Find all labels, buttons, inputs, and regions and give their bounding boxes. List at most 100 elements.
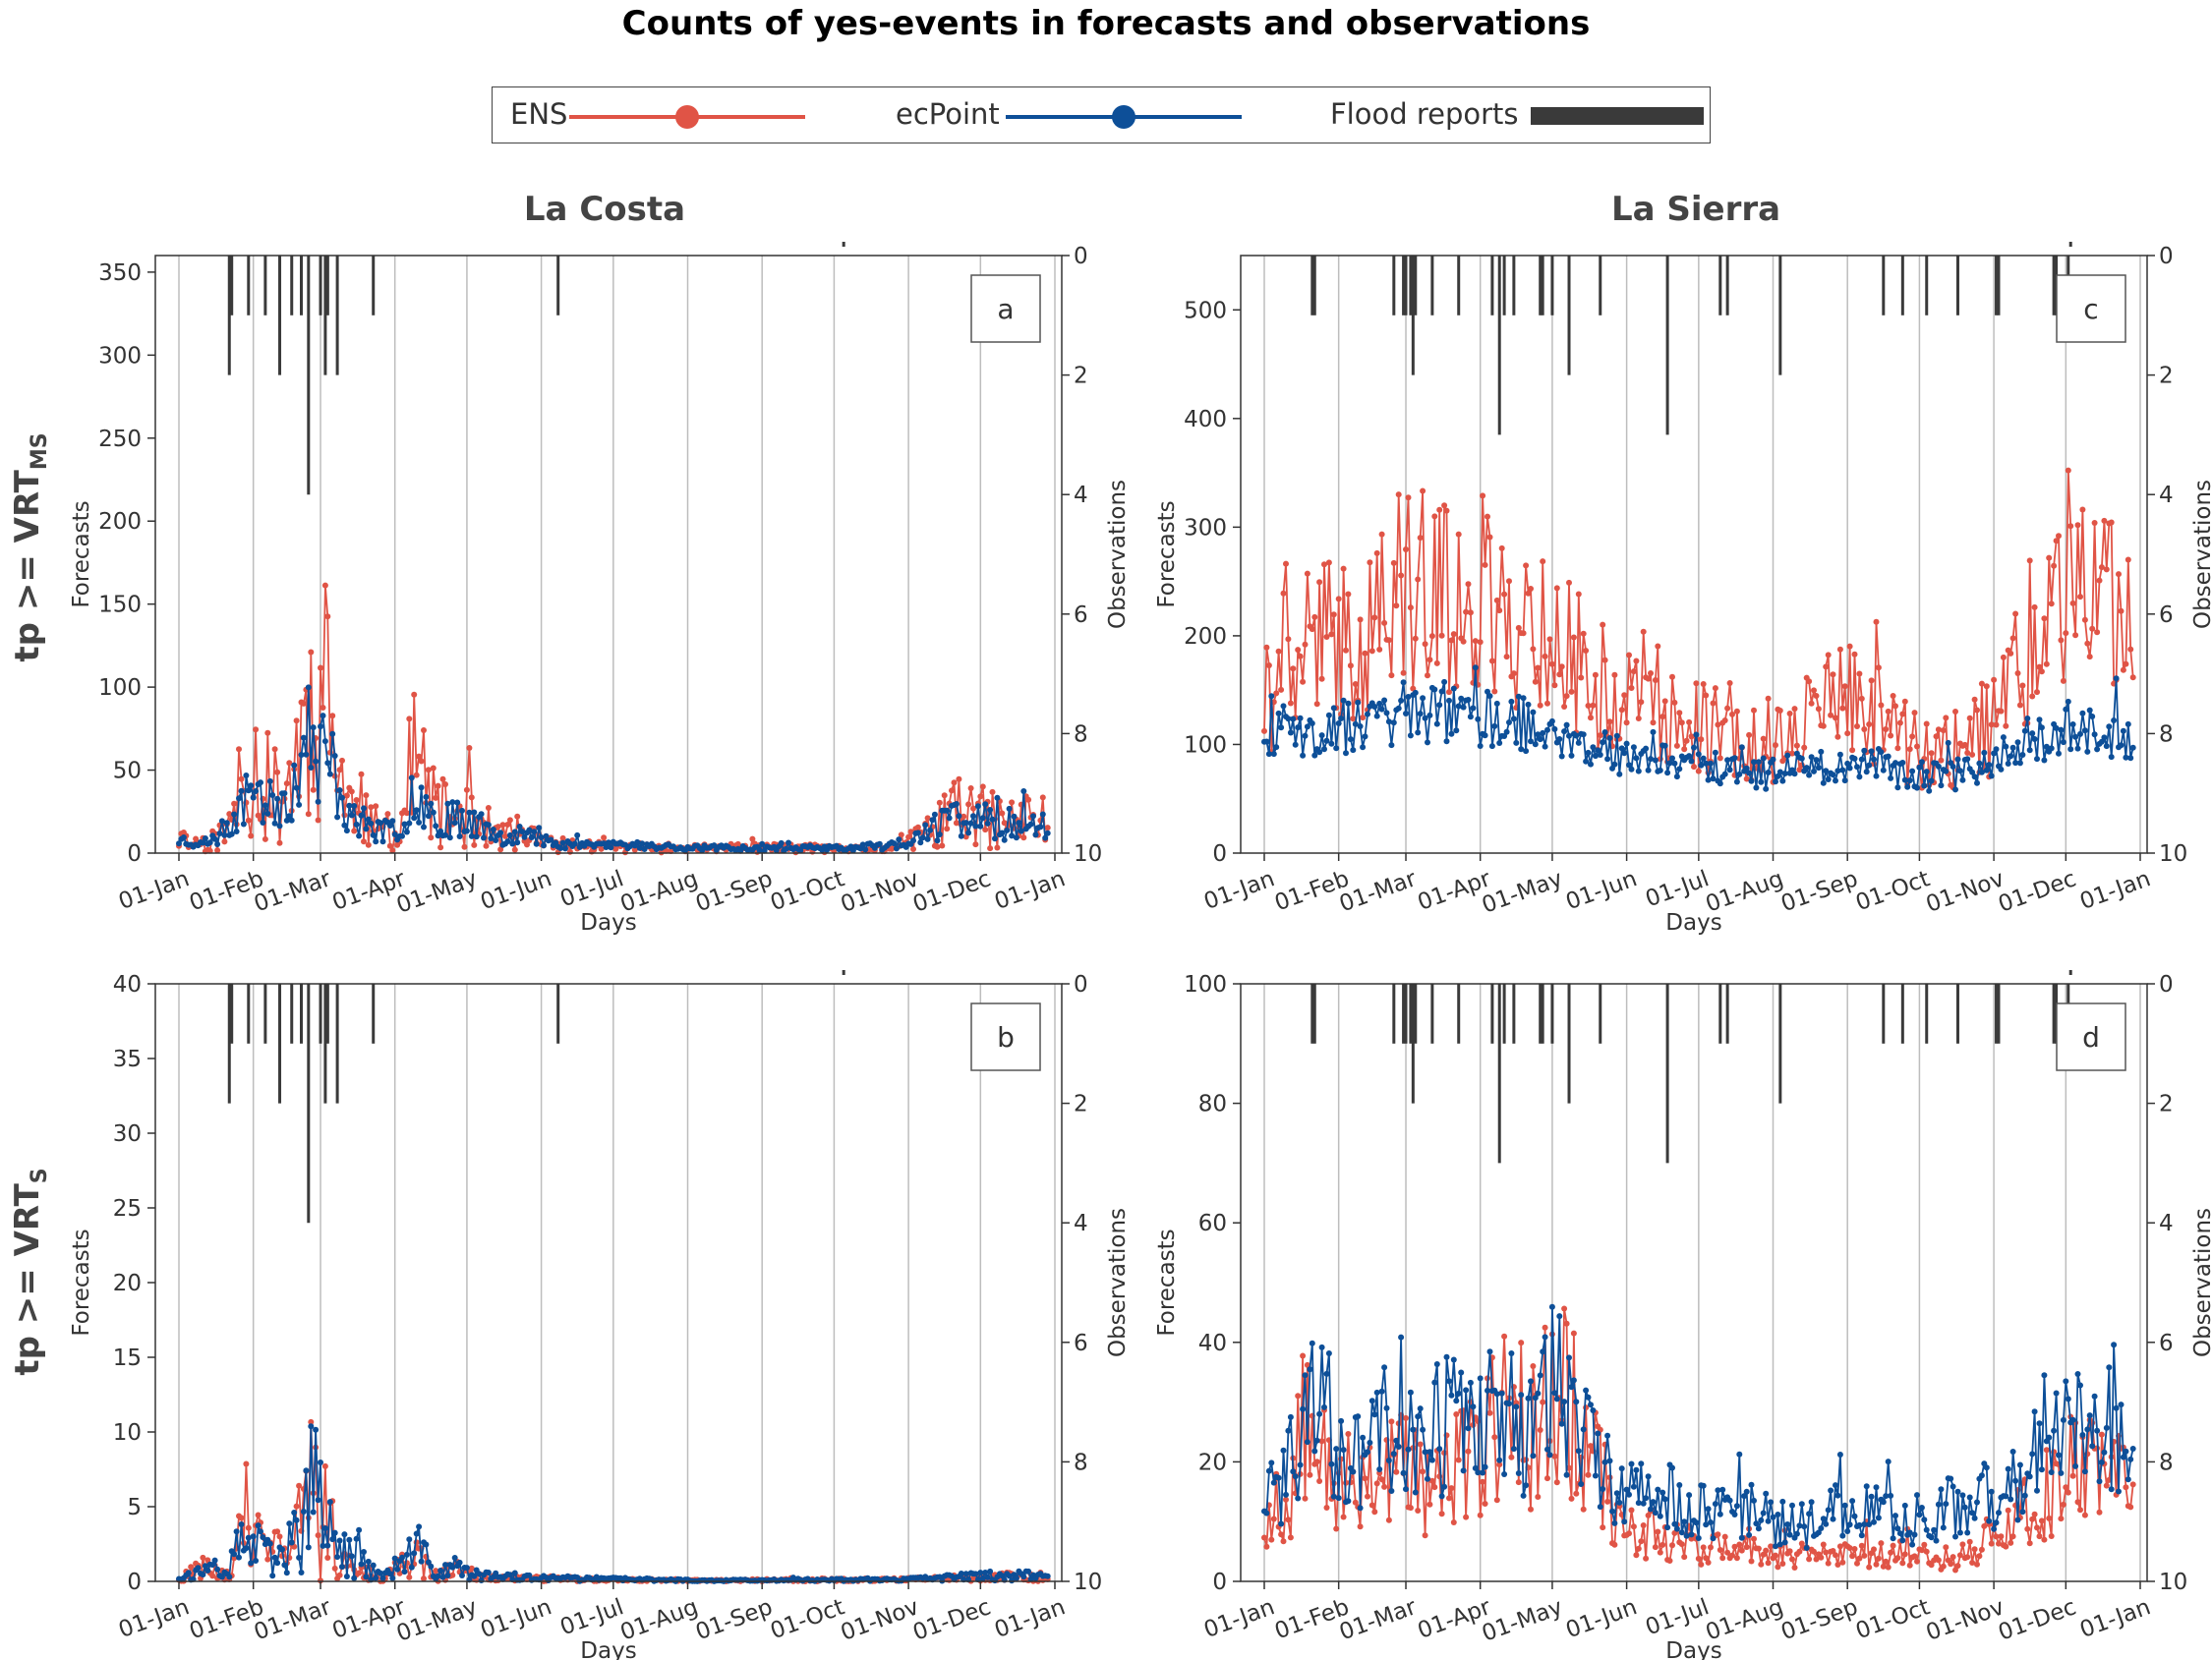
data-point-ens — [934, 843, 941, 850]
data-point-ecpoint — [893, 845, 900, 852]
data-point-ecpoint — [1710, 775, 1717, 782]
data-point-ecpoint — [255, 1522, 262, 1529]
data-point-ecpoint — [1328, 740, 1335, 747]
data-point-ens — [1695, 1555, 1702, 1562]
data-point-ecpoint — [1715, 1487, 1721, 1494]
data-point-ecpoint — [324, 760, 331, 767]
data-point-ens — [2060, 677, 2066, 684]
data-point-ens — [1786, 1548, 1793, 1555]
data-point-ecpoint — [1304, 723, 1310, 730]
data-point-ens — [1278, 686, 1285, 693]
data-point-ecpoint — [711, 842, 718, 849]
data-point-ecpoint — [238, 787, 245, 794]
data-point-ecpoint — [416, 1523, 423, 1530]
data-point-ecpoint — [2125, 720, 2131, 727]
data-point-ens — [1825, 1560, 1832, 1567]
data-point-ecpoint — [473, 833, 480, 840]
y-tick-label: 0 — [1212, 1570, 1227, 1595]
data-point-ecpoint — [1425, 739, 1430, 746]
data-point-ens — [1488, 658, 1495, 664]
data-point-ens — [2060, 1501, 2066, 1508]
data-point-ens — [1892, 703, 1898, 710]
y2-tick-label: 2 — [2159, 364, 2174, 389]
data-point-ens — [1371, 1509, 1378, 1516]
data-point-ens — [449, 1572, 456, 1578]
data-point-ens — [999, 810, 1006, 817]
data-point-ecpoint — [699, 847, 706, 854]
data-point-ecpoint — [1525, 701, 1532, 708]
data-point-ecpoint — [313, 1426, 320, 1433]
data-point-ens — [1661, 698, 1668, 705]
data-point-ecpoint — [1278, 724, 1285, 731]
data-point-ecpoint — [2053, 1390, 2060, 1397]
data-point-ens — [1765, 1560, 1772, 1567]
data-point-ecpoint — [1655, 1486, 1661, 1493]
data-point-ecpoint — [914, 830, 921, 836]
data-point-ens — [1991, 676, 1998, 683]
data-point-ecpoint — [298, 1570, 305, 1575]
data-point-ecpoint — [511, 1570, 518, 1576]
data-point-ens — [2069, 600, 2076, 606]
data-point-ens — [1823, 1549, 1830, 1556]
data-point-ecpoint — [300, 1509, 307, 1515]
data-point-ecpoint — [1894, 784, 1901, 791]
data-point-ens — [1858, 1542, 1865, 1549]
data-point-ecpoint — [1395, 705, 1402, 712]
data-point-ecpoint — [1528, 738, 1534, 745]
data-point-ecpoint — [1671, 1520, 1678, 1527]
data-point-ecpoint — [1858, 756, 1865, 763]
data-point-ecpoint — [406, 820, 413, 827]
data-point-ecpoint — [488, 835, 495, 841]
data-point-ens — [1873, 1561, 1880, 1568]
data-point-ecpoint — [250, 794, 257, 801]
data-point-ecpoint — [2063, 706, 2069, 713]
panel-letter-box — [970, 1002, 1041, 1071]
data-point-ecpoint — [1355, 699, 1362, 706]
data-point-ecpoint — [1365, 711, 1370, 717]
data-point-ecpoint — [403, 829, 410, 835]
data-point-ecpoint — [521, 833, 528, 840]
data-point-ens — [1748, 1558, 1755, 1565]
data-point-ecpoint — [1673, 1525, 1680, 1532]
data-point-ens — [1825, 652, 1832, 658]
data-point-ecpoint — [1776, 1541, 1783, 1548]
data-point-ecpoint — [260, 1534, 266, 1541]
data-point-ens — [315, 1532, 321, 1539]
data-point-ens — [1643, 1555, 1650, 1562]
chart-panel-a: 050100150200250300350024681001-Jan01-Feb… — [69, 242, 1131, 936]
data-point-ecpoint — [276, 823, 283, 830]
data-point-ens — [238, 775, 245, 782]
data-point-ens — [967, 785, 974, 791]
data-point-ens — [1438, 1511, 1445, 1517]
legend-ens-marker — [675, 105, 699, 129]
data-point-ens — [262, 835, 268, 842]
data-point-ens — [1525, 590, 1532, 597]
data-point-ens — [221, 838, 228, 845]
data-point-ecpoint — [1611, 1519, 1618, 1526]
data-point-ecpoint — [1628, 1460, 1635, 1467]
data-point-ens — [1330, 611, 1337, 618]
data-point-ecpoint — [970, 813, 976, 820]
data-point-ens — [1318, 1438, 1325, 1445]
data-point-ecpoint — [1001, 836, 1008, 843]
data-point-ens — [2081, 1512, 2088, 1518]
data-point-ecpoint — [1808, 754, 1815, 761]
data-point-ens — [2063, 1484, 2069, 1491]
data-point-ecpoint — [862, 846, 869, 853]
data-point-ecpoint — [528, 834, 535, 840]
data-point-ecpoint — [1779, 777, 1786, 784]
data-point-ens — [1678, 1541, 1685, 1548]
data-point-ens — [1270, 1516, 1277, 1522]
data-point-ecpoint — [358, 812, 365, 819]
x-tick-label: 01-Nov — [838, 866, 922, 918]
data-point-ens — [1899, 1560, 1906, 1567]
data-point-ens — [1950, 1554, 1956, 1561]
data-point-ecpoint — [1844, 760, 1851, 767]
data-point-ecpoint — [1773, 1543, 1778, 1550]
data-point-ecpoint — [2041, 757, 2048, 764]
data-point-ens — [1537, 1427, 1543, 1433]
data-point-ens — [363, 792, 370, 799]
data-point-ecpoint — [1836, 751, 1843, 758]
data-point-ecpoint — [1455, 1390, 1462, 1397]
data-point-ecpoint — [1338, 1417, 1345, 1424]
